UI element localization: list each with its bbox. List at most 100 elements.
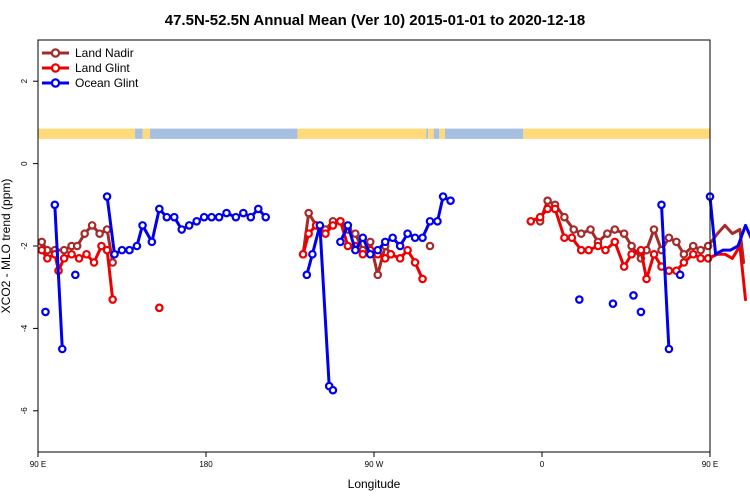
land-glint-point [636,245,646,255]
ocean-glint-point [373,245,383,255]
land-glint-point [336,216,345,226]
land-glint-point [526,216,536,226]
land-nadir-point [425,241,435,251]
ocean-glint-point [308,249,317,259]
land-nadir-point [59,245,69,255]
ocean-glint-point [102,192,112,201]
legend-item-land-glint: Land Glint [42,61,130,75]
land-nadir-point [619,229,629,238]
ocean-glint-point [365,249,375,259]
ocean-glint-point [629,291,638,300]
ocean-glint-point [71,270,80,280]
land-glint-point [403,245,412,255]
ocean-glint-point [657,200,666,210]
land-glint-point [688,249,698,259]
x-tick-label: 90 E [30,460,46,469]
ocean-glint-point [433,216,442,226]
ocean-glint-point [57,344,67,354]
land-nadir-point [603,229,612,238]
land-glint-point [304,229,313,238]
legend-item-ocean-glint: Ocean Glint [42,76,139,90]
ocean-glint-line [53,203,64,351]
legend-item-land-nadir: Land Nadir [42,46,134,60]
land-glint-point [343,241,353,251]
land-glint-point [627,249,636,259]
ocean-glint-point [575,295,584,304]
land-glint-point [74,254,84,263]
land-nadir-point [649,225,659,234]
land-glint-point [321,229,330,238]
land-glint-point [649,249,659,259]
ocean-glint-point [132,241,142,251]
land-nadir-point [679,249,689,259]
ocean-glint-point [380,237,390,247]
x-tick-label: 180 [199,460,213,469]
land-nadir-point [696,245,705,255]
legend-label-land-nadir: Land Nadir [75,46,134,60]
land-glint-point [535,212,545,222]
land-ocean-strip [38,128,710,139]
ocean-glint-point [302,270,312,280]
ocean-glint-point [253,204,263,214]
land-glint-point [576,245,586,255]
ocean-glint-point [214,212,224,222]
land-glint-point [601,245,610,255]
land-nadir-point [37,237,47,247]
land-glint-point [358,249,368,259]
ocean-glint-point [169,212,179,222]
series-layer [37,192,750,395]
land-segment [297,128,427,139]
land-glint-point [89,258,99,267]
ocean-glint-point [608,299,618,308]
ocean-glint-point [343,221,353,230]
legend-marker-land-glint [50,63,61,73]
land-glint-point [418,274,427,284]
ocean-glint-point [418,233,427,243]
ocean-glint-series [41,192,750,395]
y-axis-label: XCO2 - MLO trend (ppm) [0,179,13,314]
land-segment [142,128,150,139]
legend-marker-ocean-glint [50,78,61,88]
land-glint-point [328,221,338,230]
ocean-glint-point [41,307,50,317]
land-segment [428,128,434,139]
ocean-glint-point [184,221,194,230]
ocean-glint-point [336,237,345,247]
ocean-glint-point [664,344,674,354]
ocean-glint-point [177,225,187,234]
ocean-glint-point [446,196,455,205]
y-axis: -6 -4 -2 0 2 [20,78,38,414]
ocean-glint-point [315,221,325,230]
ocean-glint-point [147,237,157,247]
land-nadir-point [627,241,636,251]
land-nadir-point [576,229,586,238]
x-tick-label: 90 E [702,460,718,469]
ocean-glint-point [138,221,147,230]
land-glint-point [610,237,620,247]
ocean-glint-line [660,203,671,351]
land-glint-point [82,249,91,259]
x-tick-label: 0 [540,460,545,469]
ocean-glint-point [395,241,405,251]
land-glint-point [619,262,629,271]
ocean-glint-line [708,195,750,256]
ocean-glint-point [50,200,60,210]
land-glint-point [584,245,593,255]
y-tick-label: 2 [20,78,29,83]
ocean-segment [135,128,143,139]
land-glint-point [298,249,308,259]
ocean-glint-point [328,385,338,395]
land-nadir-point [664,233,674,243]
y-tick-label: -4 [20,324,29,332]
x-axis: 90 E 180 90 W 0 90 E [30,452,718,469]
land-glint-point [696,254,705,263]
land-nadir-point [95,229,104,238]
land-nadir-point [610,225,620,234]
ocean-glint-point [425,216,435,226]
ocean-glint-point [675,270,685,280]
y-tick-label: -6 [20,407,29,415]
land-nadir-point [365,237,375,247]
ocean-glint-point [438,192,448,201]
x-tick-label: 90 W [365,460,384,469]
